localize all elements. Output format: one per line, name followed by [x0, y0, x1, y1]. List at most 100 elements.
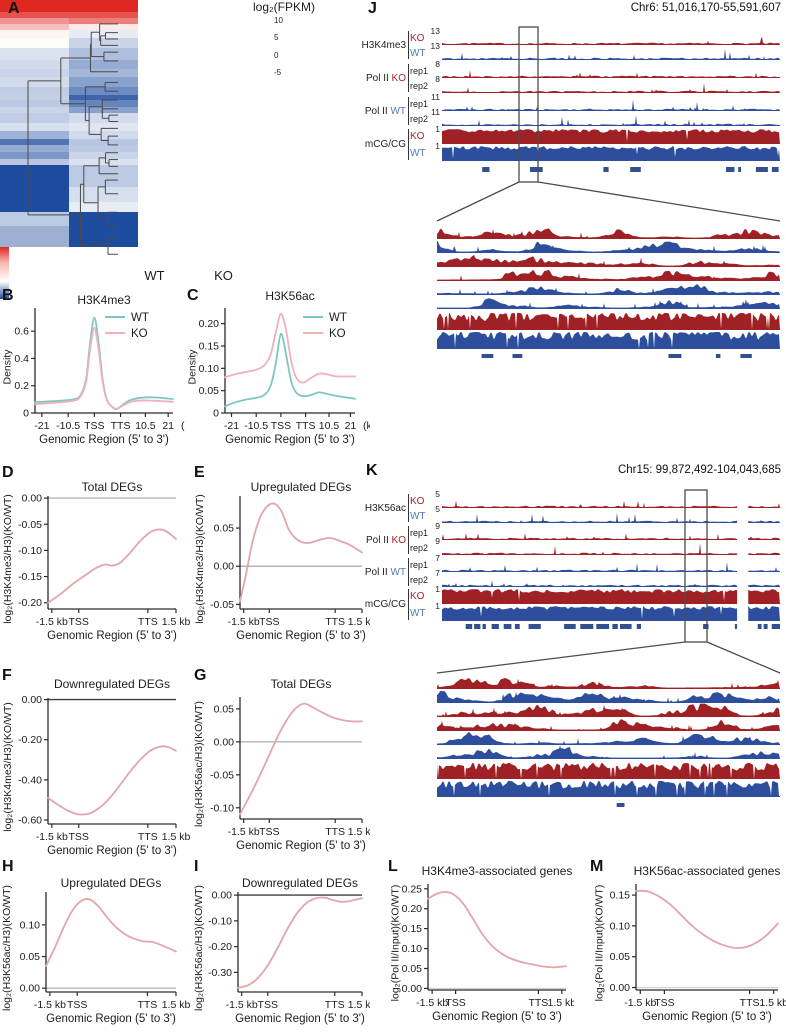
x-tick: TTS: [325, 999, 345, 1011]
y-tick: -0.20: [18, 734, 42, 746]
x-axis-label: Genomic Region (5' to 3'): [47, 630, 177, 642]
curve-ko-wt: [239, 502, 363, 603]
zoom-track-8: [437, 331, 780, 349]
x-tick: TTS: [528, 997, 548, 1009]
x-tick: TTS: [137, 999, 157, 1011]
y-tick: -0.10: [210, 802, 234, 814]
x-tick: TSS: [654, 997, 674, 1009]
heatmap-row: [0, 159, 138, 166]
y-tick: 0.10: [199, 363, 220, 375]
heatmap-cell-wt: [0, 77, 69, 87]
heatmap-cell-wt: [0, 186, 69, 203]
heatmap-cell-ko: [69, 144, 138, 153]
y-tick: -0.15: [18, 571, 42, 583]
heatmap-row: [0, 24, 138, 31]
heatmap-cell-wt: [0, 0, 69, 12]
curve-ko-wt: [47, 528, 177, 604]
gene-annotation-track: [616, 803, 625, 807]
zoom-track-3: [437, 254, 780, 267]
heatmap-row: [0, 86, 138, 95]
x-axis-label: Genomic Region (5' to 3'): [225, 434, 355, 446]
group-name: Pol II: [365, 534, 389, 546]
group-name: Pol II: [364, 105, 388, 117]
heatmap-row: [0, 138, 138, 145]
track-scale: 1: [435, 584, 440, 594]
y-tick: 0.00: [402, 983, 423, 995]
x-tick: -10.5: [244, 420, 268, 432]
panel-letter-e: E: [194, 464, 205, 481]
curve-ko-wt: [427, 891, 567, 969]
x-tick: 1.5 kb: [162, 831, 191, 843]
chart-title: Total DEGs: [270, 677, 332, 691]
track-polii-ko-rep1: [442, 525, 780, 540]
track-label-rep1: rep1: [410, 559, 429, 570]
zoom-track-5: [437, 284, 780, 295]
heatmap-cell-wt: [0, 165, 69, 187]
y-tick: 0.20: [402, 903, 423, 915]
x-tick: 1.5 kb: [759, 997, 786, 1009]
y-tick: -0.30: [208, 967, 232, 979]
x-tick: 1.5 kb: [348, 999, 370, 1011]
zoom-track-4: [437, 719, 780, 731]
plot-h: 0.10 0.05 0.00 -1.5 kb TSS TTS 1.5 kb: [20, 892, 190, 1011]
track-scale: 1: [435, 601, 440, 611]
chart-title: Total DEGs: [81, 480, 143, 494]
heatmap-row: [0, 130, 138, 139]
x-tick: TSS: [67, 999, 87, 1011]
heatmap-column-label-wt: WT: [144, 268, 165, 283]
zoom-track-5: [437, 732, 780, 745]
group-genotype: KO: [388, 72, 406, 84]
track-scale: 1: [435, 141, 440, 151]
panel-g-total-degs-h3k56ac: G Total DEGs log₂(H3K56ac/H3)(KO/WT) Gen…: [192, 667, 371, 858]
x-tick: -1.5 kb: [228, 826, 260, 838]
y-tick: 0.05: [214, 523, 235, 535]
heatmap-cell-wt: [0, 30, 69, 39]
panel-e-upregulated-degs-h3k4me3: E Upregulated DEGs log₂(H3K4me3/H3)(KO/W…: [192, 464, 371, 667]
track-polii-wt-rep1: [442, 99, 780, 111]
track-label-wt: WT: [410, 148, 426, 159]
track-label-rep2: rep2: [410, 113, 429, 124]
heatmap-column-label-ko: KO: [214, 268, 233, 283]
y-tick: 0.00: [214, 561, 235, 573]
track-label-rep1: rep1: [410, 98, 429, 109]
y-tick: 0.05: [610, 951, 631, 963]
x-tick: TTS: [138, 616, 158, 628]
y-axis-label: log₂(H3K4me3/H3)(KO/WT): [1, 702, 14, 832]
track-polii-ko-rep1: [442, 70, 780, 78]
x-tick: TSS: [271, 420, 291, 432]
track-scale: 13: [430, 41, 440, 51]
heatmap-row: [0, 107, 138, 114]
x-tick: 1.5 kb: [348, 616, 370, 628]
heatmap-row: [0, 202, 138, 212]
chart-title: H3K56ac-associated genes: [633, 864, 781, 878]
track-scale: 9: [435, 521, 440, 531]
heatmap-row: [0, 225, 138, 248]
y-tick: -0.05: [210, 599, 234, 611]
panel-letter-c: C: [187, 287, 199, 304]
panel-letter-l: L: [388, 858, 398, 875]
y-axis-label: log₂(H3K56ac/H3)(KO/WT): [193, 700, 206, 828]
legend-label-ko: KO: [131, 328, 148, 340]
x-axis-label: Genomic Region (5' to 3'): [47, 845, 177, 857]
y-tick: 0.15: [199, 340, 220, 352]
panel-letter-j: J: [368, 0, 377, 17]
y-tick: 0.00: [212, 890, 233, 902]
y-tick: -0.05: [18, 519, 42, 531]
track-label-rep2: rep2: [410, 80, 429, 91]
heatmap-cell-ko: [69, 69, 138, 78]
heatmap-cell-ko: [69, 38, 138, 48]
heatmap-cell-ko: [69, 0, 138, 12]
group-bracket: [408, 558, 409, 586]
heatmap-row: [0, 94, 138, 100]
x-tick: TTS: [325, 616, 345, 628]
zoom-track-7: [437, 312, 780, 330]
y-tick: -0.40: [18, 774, 42, 786]
x-tick: TTS: [111, 420, 131, 432]
track-h3k4me3-wt: [442, 48, 780, 60]
y-tick: 0.10: [402, 943, 423, 955]
x-unit: (kb): [181, 420, 185, 432]
group-bracket: [408, 494, 409, 522]
funnel-line-right: [537, 181, 781, 222]
